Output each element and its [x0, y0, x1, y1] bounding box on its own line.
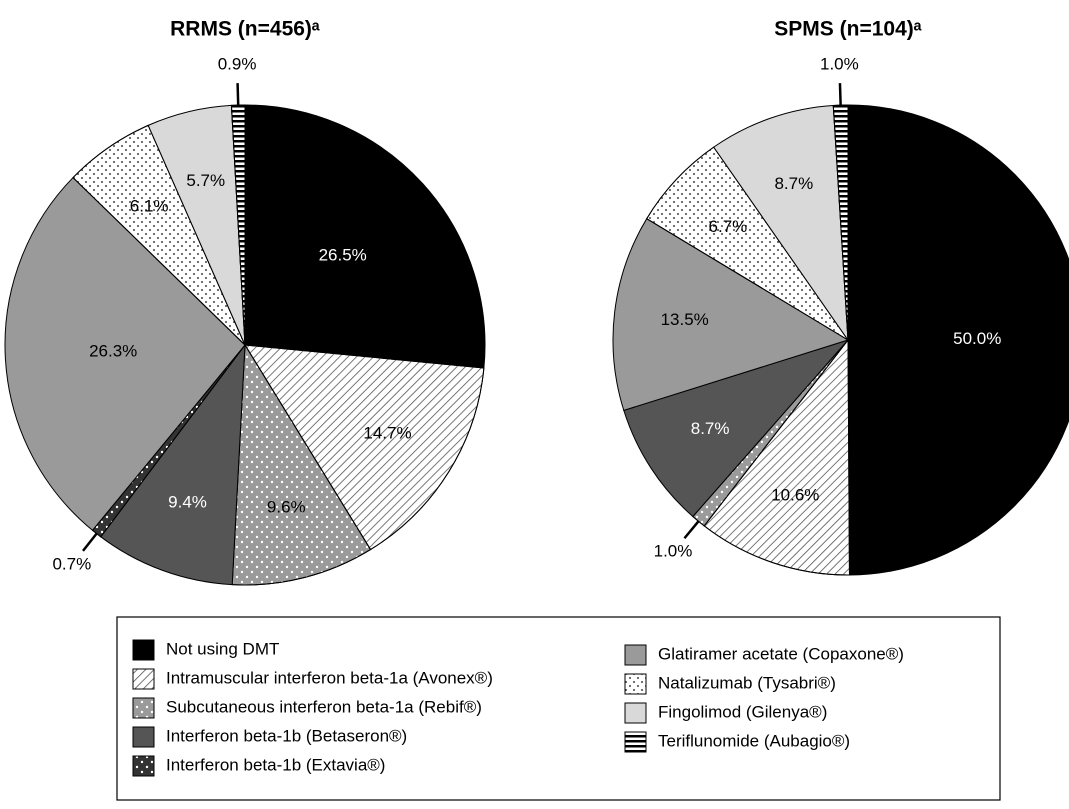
legend-label: Fingolimod (Gilenya®) — [658, 702, 827, 721]
legend-label: Teriflunomide (Aubagio®) — [658, 731, 850, 750]
legend-label: Not using DMT — [166, 639, 279, 658]
pie-slice-pattern — [244, 344, 485, 551]
legend-swatch-pattern — [624, 731, 647, 753]
legend-label: Natalizumab (Tysabri®) — [658, 673, 836, 692]
leader-line — [82, 532, 98, 552]
legend-label: Subcutaneous interferon beta-1a (Rebif®) — [166, 697, 482, 716]
data-label: 9.4% — [168, 492, 207, 511]
data-label: 0.9% — [218, 55, 257, 74]
legend-swatch — [132, 726, 155, 748]
leader-line — [236, 83, 240, 106]
legend-swatch-pattern — [132, 755, 155, 777]
chart-title: SPMS (n=104)ᵃ — [774, 18, 921, 41]
legend-swatch-pattern — [132, 668, 155, 690]
data-label: 10.6% — [771, 485, 819, 504]
chart-title: RRMS (n=456)ᵃ — [170, 18, 320, 41]
data-label: 50.0% — [953, 329, 1001, 348]
legend-box — [116, 616, 1001, 801]
data-label: 1.0% — [654, 542, 693, 561]
data-label: 5.7% — [186, 171, 225, 190]
data-label: 8.7% — [774, 174, 813, 193]
legend-swatch-pattern — [624, 673, 647, 695]
data-label: 6.1% — [130, 196, 169, 215]
legend-swatch — [624, 644, 647, 666]
data-label: 1.0% — [820, 55, 859, 74]
pie-slice — [100, 343, 246, 586]
data-label: 26.3% — [89, 342, 137, 361]
legend-swatch — [624, 702, 647, 724]
pie-slice-pattern — [703, 338, 850, 576]
pie-slice-pattern — [832, 104, 849, 341]
leader-line — [838, 83, 842, 106]
pie-slice — [713, 104, 849, 342]
legend-label: Intramuscular interferon beta-1a (Avonex… — [166, 668, 493, 687]
legend-label: Glatiramer acetate (Copaxone®) — [658, 644, 904, 663]
legend-swatch — [132, 639, 155, 661]
data-label: 26.5% — [319, 246, 367, 265]
data-label: 14.7% — [363, 423, 411, 442]
leader-line — [683, 520, 700, 540]
legend-label: Interferon beta-1b (Extavia®) — [166, 755, 385, 774]
pie-slice — [4, 176, 246, 532]
data-label: 0.7% — [52, 555, 91, 574]
data-label: 6.7% — [709, 217, 748, 236]
data-label: 8.7% — [691, 419, 730, 438]
pie-slice — [847, 104, 1069, 576]
pie-slice — [623, 338, 850, 518]
data-label: 13.5% — [661, 310, 709, 329]
data-label: 9.6% — [267, 497, 306, 516]
pie-slice — [244, 104, 486, 369]
legend-swatch-pattern — [132, 697, 155, 719]
pie-slice — [612, 218, 850, 411]
legend-label: Interferon beta-1b (Betaseron®) — [166, 726, 407, 745]
pie-slice-pattern — [231, 343, 372, 586]
